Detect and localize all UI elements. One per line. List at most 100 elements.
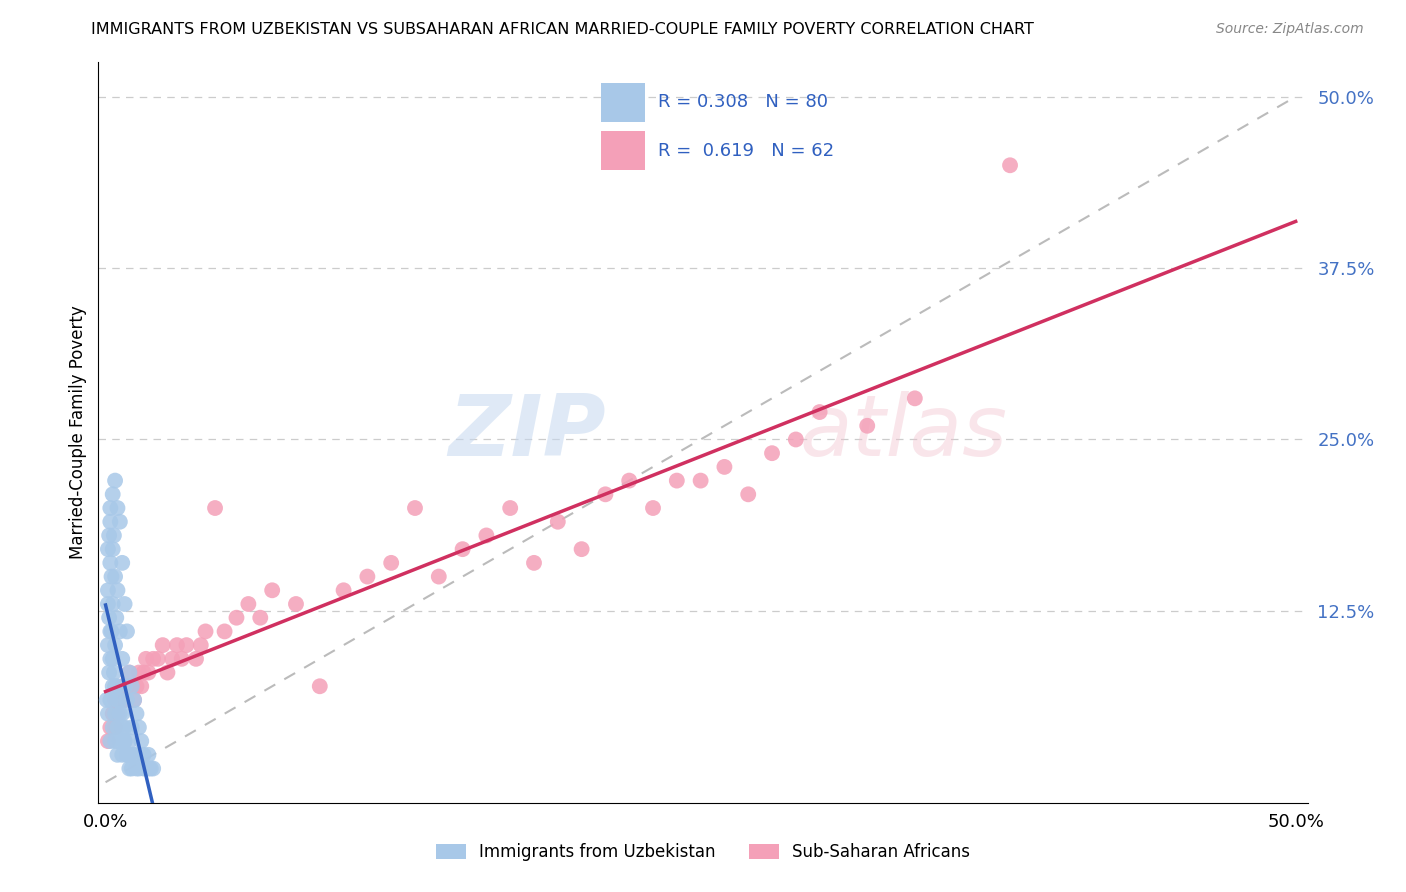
Point	[98, 734, 121, 748]
Point	[170, 652, 193, 666]
Point	[571, 542, 593, 557]
Point	[523, 556, 546, 570]
Point	[122, 693, 145, 707]
Point	[142, 762, 165, 776]
Point	[121, 679, 143, 693]
Point	[97, 583, 120, 598]
Point	[475, 528, 498, 542]
FancyBboxPatch shape	[600, 131, 644, 170]
Point	[111, 720, 134, 734]
Point	[139, 762, 162, 776]
Text: ZIP: ZIP	[449, 391, 606, 475]
Point	[107, 720, 129, 734]
Point	[356, 569, 378, 583]
Point	[103, 528, 125, 542]
Y-axis label: Married-Couple Family Poverty: Married-Couple Family Poverty	[69, 306, 87, 559]
Point	[103, 665, 125, 680]
Text: atlas: atlas	[800, 391, 1008, 475]
Text: Source: ZipAtlas.com: Source: ZipAtlas.com	[1216, 22, 1364, 37]
Point	[114, 679, 136, 693]
Point	[115, 747, 138, 762]
Point	[121, 679, 143, 693]
Point	[111, 679, 134, 693]
Point	[380, 556, 402, 570]
Point	[998, 158, 1021, 172]
Point	[98, 665, 121, 680]
Point	[194, 624, 217, 639]
Point	[98, 693, 121, 707]
Point	[184, 652, 207, 666]
Point	[204, 501, 226, 516]
Point	[107, 747, 129, 762]
Point	[146, 652, 169, 666]
Point	[125, 679, 148, 693]
Point	[138, 762, 160, 776]
Point	[332, 583, 354, 598]
Point	[132, 747, 155, 762]
Point	[107, 501, 129, 516]
Point	[128, 720, 150, 734]
Point	[104, 679, 127, 693]
Point	[101, 679, 124, 693]
Point	[595, 487, 617, 501]
Point	[97, 734, 120, 748]
Point	[156, 665, 179, 680]
Point	[128, 665, 150, 680]
Point	[98, 528, 121, 542]
Point	[107, 679, 129, 693]
Point	[619, 474, 641, 488]
Point	[122, 747, 145, 762]
Point	[129, 679, 152, 693]
Point	[190, 638, 212, 652]
Point	[132, 665, 155, 680]
Point	[98, 720, 121, 734]
Point	[111, 747, 134, 762]
Point	[108, 515, 131, 529]
Point	[114, 693, 136, 707]
Point	[129, 734, 152, 748]
Point	[114, 720, 136, 734]
Point	[856, 418, 879, 433]
Point	[249, 611, 271, 625]
Point	[125, 762, 148, 776]
Text: IMMIGRANTS FROM UZBEKISTAN VS SUBSAHARAN AFRICAN MARRIED-COUPLE FAMILY POVERTY C: IMMIGRANTS FROM UZBEKISTAN VS SUBSAHARAN…	[91, 22, 1035, 37]
Point	[138, 747, 160, 762]
Point	[114, 734, 136, 748]
Point	[451, 542, 474, 557]
Point	[285, 597, 308, 611]
Point	[308, 679, 330, 693]
Point	[104, 693, 127, 707]
Point	[404, 501, 426, 516]
Point	[118, 747, 141, 762]
Point	[808, 405, 831, 419]
Point	[108, 693, 131, 707]
Point	[118, 762, 141, 776]
Point	[152, 638, 174, 652]
Point	[225, 611, 247, 625]
Point	[122, 693, 145, 707]
Point	[101, 542, 124, 557]
Point	[100, 624, 122, 639]
Point	[101, 597, 124, 611]
Point	[114, 734, 136, 748]
Point	[427, 569, 450, 583]
Point	[115, 693, 138, 707]
Point	[176, 638, 198, 652]
Point	[121, 762, 143, 776]
Point	[101, 487, 124, 501]
Point	[713, 459, 735, 474]
Point	[105, 611, 128, 625]
Point	[547, 515, 569, 529]
Point	[104, 638, 127, 652]
Point	[104, 569, 127, 583]
Point	[118, 734, 141, 748]
Point	[118, 665, 141, 680]
Point	[96, 693, 118, 707]
Point	[214, 624, 236, 639]
Point	[142, 652, 165, 666]
Point	[111, 706, 134, 721]
Legend: Immigrants from Uzbekistan, Sub-Saharan Africans: Immigrants from Uzbekistan, Sub-Saharan …	[436, 843, 970, 861]
Point	[499, 501, 522, 516]
Point	[107, 583, 129, 598]
Text: R =  0.619   N = 62: R = 0.619 N = 62	[658, 142, 834, 160]
